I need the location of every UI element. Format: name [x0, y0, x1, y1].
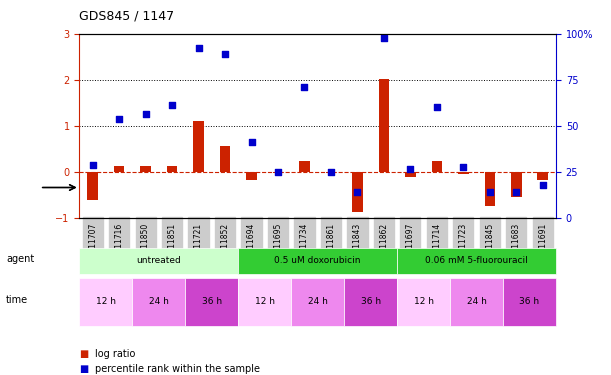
- Bar: [133, 278, 185, 326]
- Bar: [79, 278, 133, 326]
- Point: [485, 189, 495, 195]
- Point: [167, 102, 177, 108]
- Bar: [431, 162, 442, 172]
- Text: 12 h: 12 h: [255, 297, 275, 306]
- Bar: [87, 172, 98, 200]
- Point: [194, 45, 203, 51]
- Bar: [458, 172, 469, 174]
- Point: [114, 116, 124, 122]
- Text: 36 h: 36 h: [360, 297, 381, 306]
- Bar: [79, 248, 238, 274]
- Bar: [450, 278, 503, 326]
- Bar: [185, 278, 238, 326]
- Point: [511, 189, 521, 195]
- Text: ■: ■: [79, 364, 89, 374]
- Bar: [220, 146, 230, 172]
- Bar: [141, 166, 151, 172]
- Bar: [344, 278, 397, 326]
- Bar: [511, 172, 522, 197]
- Text: 12 h: 12 h: [414, 297, 434, 306]
- Text: time: time: [6, 295, 28, 305]
- Point: [220, 51, 230, 57]
- Bar: [238, 248, 397, 274]
- Point: [299, 84, 309, 90]
- Point: [458, 164, 468, 170]
- Bar: [299, 162, 310, 172]
- Text: 36 h: 36 h: [202, 297, 222, 306]
- Text: 36 h: 36 h: [519, 297, 540, 306]
- Bar: [397, 248, 556, 274]
- Bar: [379, 79, 389, 172]
- Point: [326, 169, 336, 175]
- Text: ■: ■: [79, 350, 89, 359]
- Bar: [326, 172, 336, 173]
- Text: 24 h: 24 h: [308, 297, 327, 306]
- Bar: [538, 172, 548, 180]
- Point: [406, 166, 415, 172]
- Text: 0.06 mM 5-fluorouracil: 0.06 mM 5-fluorouracil: [425, 256, 528, 265]
- Text: log ratio: log ratio: [95, 350, 135, 359]
- Bar: [273, 172, 284, 173]
- Bar: [397, 278, 450, 326]
- Bar: [167, 166, 177, 172]
- Text: 24 h: 24 h: [149, 297, 169, 306]
- Point: [247, 139, 257, 145]
- Bar: [503, 278, 556, 326]
- Text: agent: agent: [6, 254, 34, 264]
- Point: [432, 104, 442, 110]
- Bar: [193, 121, 204, 172]
- Text: 0.5 uM doxorubicin: 0.5 uM doxorubicin: [274, 256, 361, 265]
- Point: [353, 189, 362, 195]
- Bar: [405, 172, 415, 177]
- Text: GDS845 / 1147: GDS845 / 1147: [79, 9, 175, 22]
- Text: untreated: untreated: [136, 256, 181, 265]
- Text: 24 h: 24 h: [467, 297, 486, 306]
- Point: [88, 162, 98, 168]
- Point: [538, 182, 547, 188]
- Point: [141, 111, 150, 117]
- Text: 12 h: 12 h: [96, 297, 116, 306]
- Bar: [246, 172, 257, 180]
- Bar: [291, 278, 344, 326]
- Bar: [114, 166, 125, 172]
- Bar: [485, 172, 495, 206]
- Bar: [238, 278, 291, 326]
- Bar: [352, 172, 363, 212]
- Point: [273, 169, 283, 175]
- Point: [379, 35, 389, 41]
- Text: percentile rank within the sample: percentile rank within the sample: [95, 364, 260, 374]
